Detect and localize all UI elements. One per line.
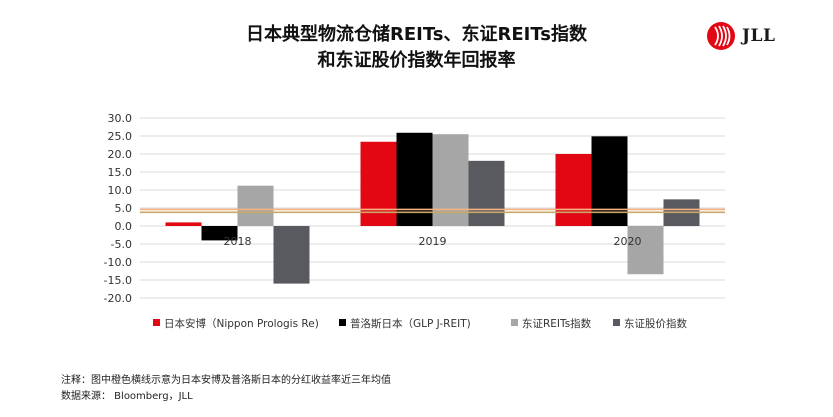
- bar: [360, 141, 397, 226]
- legend-swatch: [613, 319, 620, 326]
- legend-label: 普洛斯日本（GLP J-REIT): [350, 317, 471, 330]
- chart-title: 日本典型物流仓储REITs、东证REITs指数 和东证股价指数年回报率: [0, 22, 833, 74]
- x-tick-label: 2019: [419, 235, 447, 248]
- bar: [468, 160, 505, 226]
- bar: [273, 226, 310, 284]
- x-tick-label: 2020: [614, 235, 642, 248]
- bar: [237, 185, 274, 226]
- chart-source: 数据来源： Bloomberg，JLL: [61, 391, 193, 402]
- y-tick-label: 10.0: [108, 184, 133, 197]
- y-tick-label: 25.0: [108, 130, 133, 143]
- jll-logo: JLL: [706, 18, 806, 54]
- legend-swatch: [339, 319, 346, 326]
- legend-swatch: [511, 319, 518, 326]
- bar: [201, 226, 238, 241]
- y-tick-label: 30.0: [108, 112, 133, 125]
- bar: [396, 132, 433, 226]
- y-tick-label: 15.0: [108, 166, 133, 179]
- y-tick-label: -10.0: [104, 256, 132, 269]
- y-tick-label: 0.0: [115, 220, 133, 233]
- y-tick-label: -5.0: [111, 238, 132, 251]
- y-tick-label: -15.0: [104, 274, 132, 287]
- bar: [627, 226, 664, 275]
- bar: [555, 154, 592, 226]
- bar: [432, 134, 469, 226]
- legend-label: 东证股价指数: [624, 317, 687, 330]
- logo-text: JLL: [742, 26, 776, 46]
- y-tick-label: -20.0: [104, 292, 132, 305]
- x-tick-label: 2018: [224, 235, 252, 248]
- title-line-2: 和东证股价指数年回报率: [317, 50, 516, 71]
- bar: [165, 222, 202, 226]
- legend-label: 东证REITs指数: [522, 317, 592, 330]
- bar: [591, 136, 628, 226]
- legend-label: 日本安博（Nippon Prologis Re): [164, 317, 319, 330]
- y-tick-label: 5.0: [115, 202, 133, 215]
- chart-note: 注释：图中橙色横线示意为日本安博及普洛斯日本的分红收益率近三年均值: [61, 375, 391, 386]
- legend-swatch: [153, 319, 160, 326]
- title-line-1: 日本典型物流仓储REITs、东证REITs指数: [246, 24, 587, 45]
- y-tick-label: 20.0: [108, 148, 133, 161]
- jll-logo-icon: [707, 22, 735, 50]
